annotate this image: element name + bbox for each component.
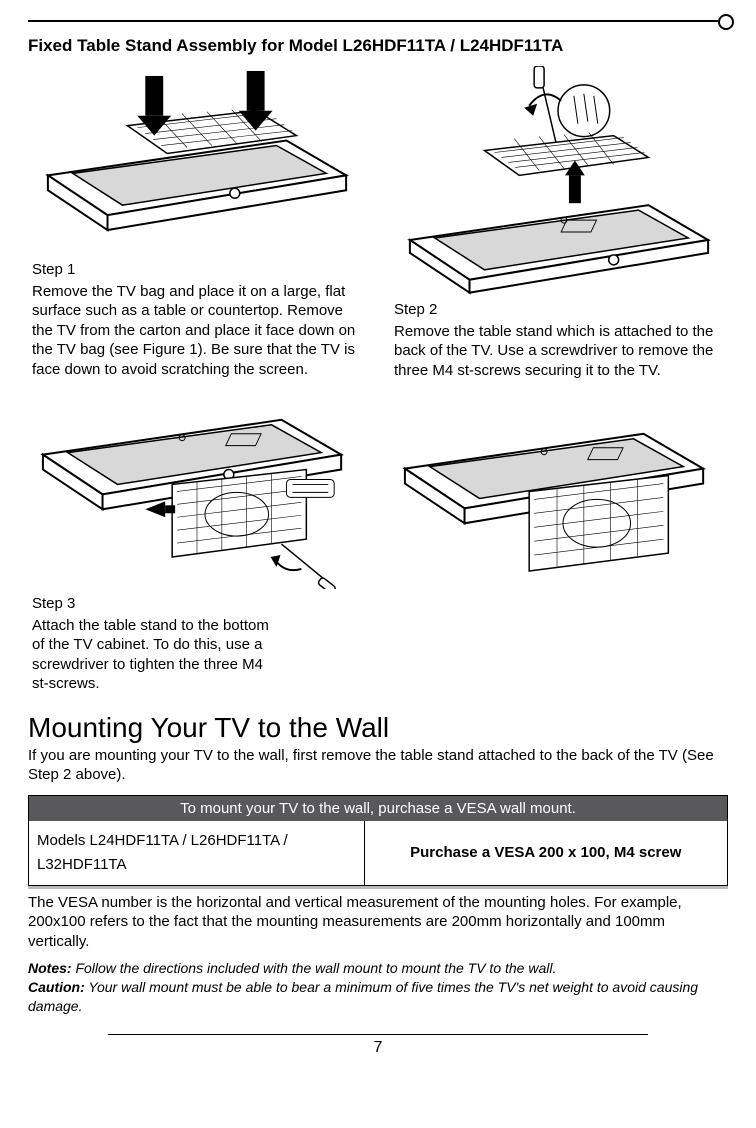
- figure-step-1: [28, 66, 366, 255]
- vesa-models-cell: Models L24HDF11TA / L26HDF11TA / L32HDF1…: [29, 821, 365, 886]
- figure-final: [390, 404, 728, 583]
- vesa-table: To mount your TV to the wall, purchase a…: [28, 795, 728, 886]
- vesa-description: The VESA number is the horizontal and ve…: [28, 893, 728, 952]
- caution-label: Caution:: [28, 979, 85, 995]
- step-1-label: Step 1: [32, 261, 366, 278]
- step-1-text: Remove the TV bag and place it on a larg…: [32, 282, 362, 380]
- top-rule: [28, 20, 728, 22]
- vesa-table-header: To mount your TV to the wall, purchase a…: [29, 795, 728, 821]
- step-3-col: Step 3 Attach the table stand to the bot…: [28, 390, 366, 694]
- figure-step-2: [390, 66, 728, 295]
- wall-heading: Mounting Your TV to the Wall: [28, 712, 728, 744]
- wall-intro: If you are mounting your TV to the wall,…: [28, 746, 728, 785]
- figure-step-3: [28, 390, 366, 589]
- step-2-text: Remove the table stand which is attached…: [394, 322, 724, 381]
- step-1-col: Step 1 Remove the TV bag and place it on…: [28, 66, 366, 380]
- steps-row-2: Step 3 Attach the table stand to the bot…: [28, 390, 728, 694]
- step-3-text: Attach the table stand to the bottom of …: [32, 616, 272, 694]
- steps-row-1: Step 1 Remove the TV bag and place it on…: [28, 66, 728, 380]
- step-2-label: Step 2: [394, 301, 728, 318]
- page-number: 7: [108, 1034, 648, 1057]
- vesa-purchase-cell: Purchase a VESA 200 x 100, M4 screw: [364, 821, 727, 886]
- notes-text: Follow the directions included with the …: [72, 960, 557, 976]
- page-title: Fixed Table Stand Assembly for Model L26…: [28, 36, 728, 56]
- table-bottom-rule: [28, 886, 728, 889]
- step-3-label: Step 3: [32, 595, 366, 612]
- notes-line: Notes: Follow the directions included wi…: [28, 959, 728, 1016]
- step-final-col: [390, 390, 728, 694]
- caution-text: Your wall mount must be able to bear a m…: [28, 979, 698, 1014]
- step-2-col: Step 2 Remove the table stand which is a…: [390, 66, 728, 380]
- notes-label: Notes:: [28, 960, 72, 976]
